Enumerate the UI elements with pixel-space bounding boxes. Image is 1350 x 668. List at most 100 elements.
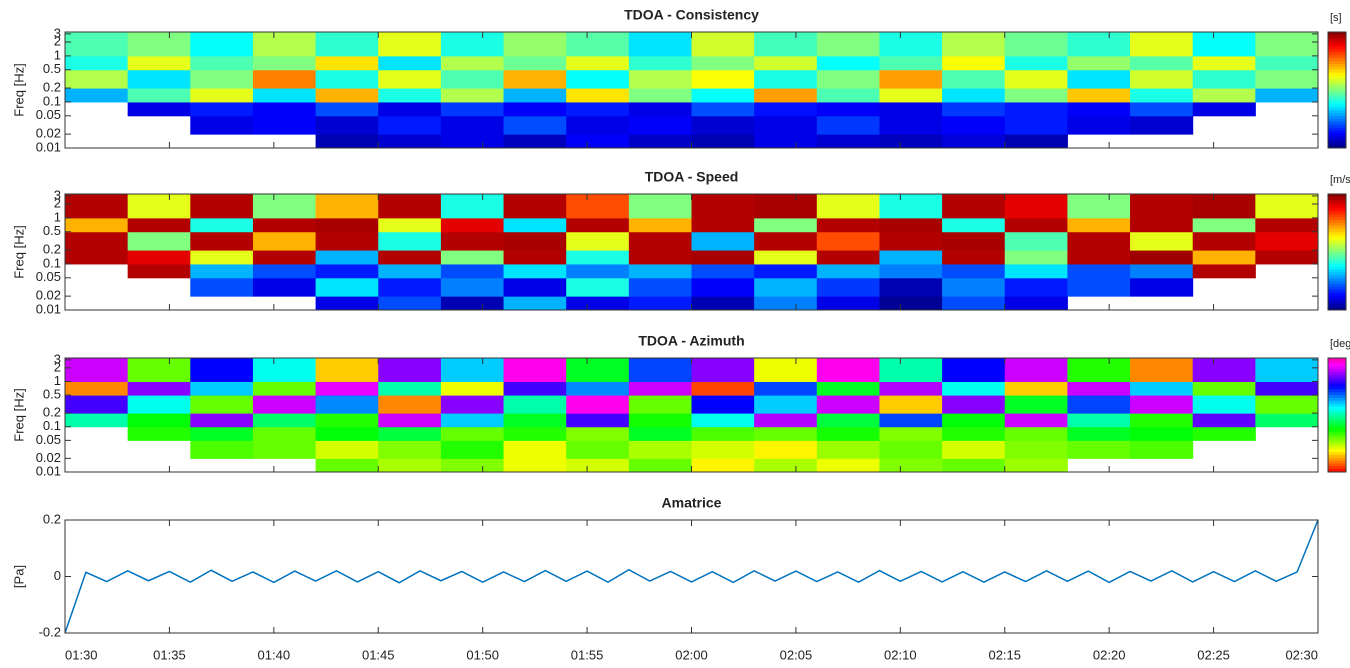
heat-cell — [440, 134, 505, 149]
heat-cell — [315, 69, 379, 89]
heat-cell — [440, 381, 505, 396]
heat-cell — [879, 101, 943, 117]
heat-cell — [566, 69, 630, 89]
heat-cell — [816, 101, 880, 117]
heat-cell — [440, 440, 505, 459]
heat-cell — [190, 277, 254, 297]
heat-cell — [440, 458, 505, 473]
heat-cell — [942, 115, 1006, 135]
y-tick-label: 0.01 — [36, 301, 61, 316]
heat-cell — [628, 263, 692, 279]
heat-cell — [566, 458, 630, 473]
y-tick-label: 0.2 — [43, 405, 61, 420]
heat-cell — [691, 395, 755, 414]
heat-cell — [1130, 413, 1194, 428]
colorbar-segment — [1328, 307, 1346, 311]
y-tick-label: 0.2 — [43, 511, 61, 526]
heat-cell — [942, 277, 1006, 297]
heat-cell — [879, 358, 943, 382]
heat-cell — [1067, 277, 1131, 297]
heat-cell — [252, 55, 317, 71]
heat-cell — [1004, 194, 1068, 219]
heat-cell — [252, 358, 317, 382]
colorbar-segment — [1328, 412, 1346, 416]
heat-cell — [1255, 381, 1319, 396]
colorbar-segment — [1328, 240, 1346, 244]
heat-cell — [252, 413, 317, 428]
colorbar-segment — [1328, 107, 1346, 111]
heat-cell — [503, 426, 567, 441]
y-tick-label: 0.1 — [43, 93, 61, 108]
colorbar-segment — [1328, 61, 1346, 65]
heat-cell — [1067, 194, 1131, 219]
colorbar-segment — [1328, 269, 1346, 273]
heat-cell — [315, 32, 379, 57]
x-tick-label: 01:35 — [153, 647, 186, 662]
heat-cell — [503, 69, 567, 89]
colorbar-segment — [1328, 208, 1346, 212]
y-tick-label: 1 — [54, 209, 61, 224]
heat-cell — [1130, 55, 1194, 71]
heat-cell — [1255, 395, 1319, 414]
heat-cell — [691, 88, 755, 103]
colorbar-segment — [1328, 231, 1346, 236]
heat-cell — [691, 32, 755, 57]
heat-cell — [942, 413, 1006, 428]
colorbar-segment — [1328, 266, 1346, 270]
heat-cell — [65, 231, 129, 251]
colorbar-segment — [1328, 84, 1346, 88]
colorbar-segment — [1328, 449, 1346, 453]
colorbar-segment — [1328, 223, 1346, 227]
heat-cell — [65, 194, 129, 219]
heat-cell — [754, 250, 818, 265]
colorbar-frame — [1327, 193, 1347, 311]
heat-cell — [252, 217, 317, 233]
heat-cell — [754, 101, 818, 117]
heat-cell — [440, 55, 505, 71]
heat-cell — [942, 194, 1006, 219]
heat-cell — [754, 263, 818, 279]
heat-cell — [879, 458, 943, 473]
y-tick-label: 0.5 — [43, 223, 61, 238]
colorbar-segment — [1328, 440, 1346, 444]
heat-cell — [440, 32, 505, 57]
heat-cell — [816, 250, 880, 265]
heat-cell — [315, 413, 379, 428]
heat-cell — [252, 194, 317, 219]
heat-cell — [942, 358, 1006, 382]
heat-cell — [1004, 217, 1068, 233]
heat-cell — [1130, 194, 1194, 219]
heat-cell — [879, 413, 943, 428]
heat-cell — [65, 395, 129, 414]
heat-cell — [566, 358, 630, 382]
colorbar-frame — [1327, 31, 1347, 149]
x-tick-label: 01:50 — [466, 647, 499, 662]
x-tick-label: 02:05 — [780, 647, 813, 662]
colorbar-segment — [1328, 389, 1346, 393]
heat-cell — [566, 277, 630, 297]
heat-cell — [691, 458, 755, 473]
y-tick-label: 0.01 — [36, 139, 61, 154]
y-tick-label: 3 — [54, 351, 61, 366]
heat-cell — [942, 296, 1006, 311]
heat-cell — [190, 88, 254, 103]
colorbar-segment — [1328, 58, 1346, 62]
colorbar-segment — [1328, 252, 1346, 256]
colorbar-segment — [1328, 283, 1346, 288]
heat-cell — [503, 217, 567, 233]
heat-cell — [628, 277, 692, 297]
heat-cell — [378, 358, 442, 382]
heat-cell — [1192, 263, 1256, 279]
colorbar-segment — [1328, 52, 1346, 56]
heat-cell — [1004, 277, 1068, 297]
heat-cell — [503, 101, 567, 117]
heat-cell — [65, 69, 129, 89]
heat-cell — [65, 381, 129, 396]
heat-cell — [190, 115, 254, 135]
heat-cell — [440, 426, 505, 441]
heat-cell — [566, 134, 630, 149]
colorbar-segment — [1328, 101, 1346, 105]
colorbar-segment — [1328, 395, 1346, 399]
heat-cell — [378, 440, 442, 459]
heat-cell — [1255, 413, 1319, 428]
